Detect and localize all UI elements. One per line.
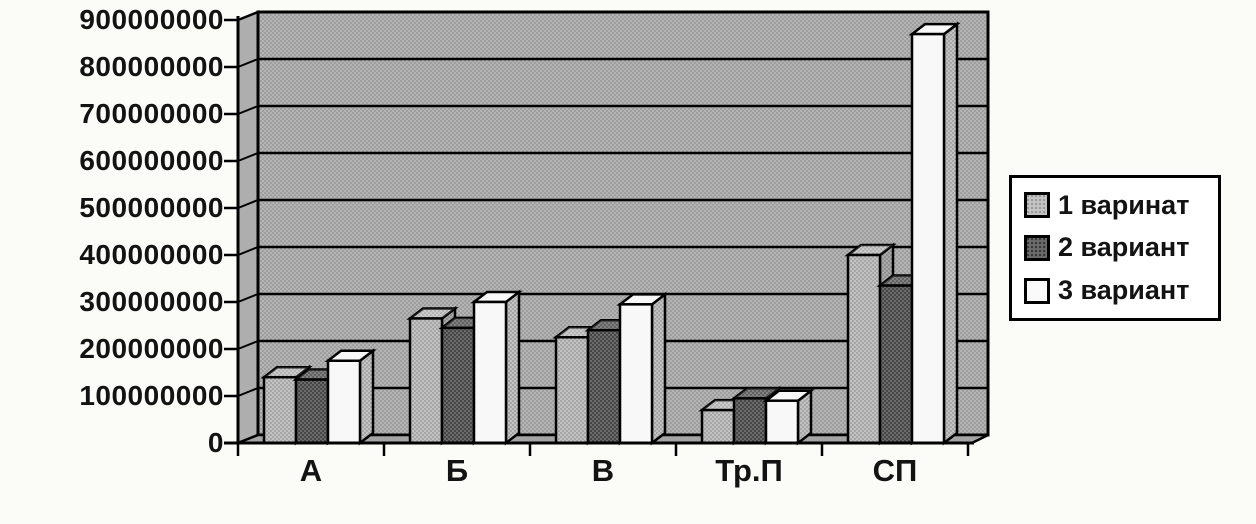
side-wall-gridline: [237, 152, 259, 162]
bar-В-series3-front: [618, 303, 654, 445]
side-wall-gridline: [237, 11, 259, 21]
bar-Тр.П-series3-front: [764, 399, 800, 445]
legend-item-series3: 3 вариант: [1024, 275, 1212, 306]
y-tick-label: 700000000: [79, 98, 224, 129]
y-tick-label: 300000000: [79, 286, 224, 317]
bar-Б-series3-side: [504, 289, 521, 446]
bar-СП-series2-front: [878, 284, 914, 445]
side-wall-gridline: [237, 340, 259, 350]
side-wall-gridline: [237, 387, 259, 397]
legend-swatch-series2-icon: [1024, 234, 1050, 261]
bar-Б-series3-front: [472, 300, 508, 445]
bar-СП-series1-top-shade: [848, 245, 893, 255]
y-tick-label: 500000000: [79, 192, 224, 223]
bar-Тр.П-series2-front: [732, 397, 768, 445]
x-category-label-3: В: [591, 453, 615, 488]
bar-А-series2-front: [294, 378, 330, 445]
legend-item-series1: 1 варинат: [1024, 190, 1212, 221]
bar-Б-series1-top-shade: [410, 308, 455, 319]
y-tick-label: 800000000: [79, 51, 224, 82]
bar-Тр.П-series2-top-shade: [734, 388, 779, 399]
bar-А-series1-front: [262, 375, 298, 445]
legend-swatch-series3-icon: [1024, 277, 1050, 304]
y-tick-label: 900000000: [79, 4, 224, 35]
legend: 1 варинат 2 вариант 3 вариант: [1009, 175, 1221, 321]
y-tick-label: 400000000: [79, 239, 224, 270]
legend-label-series1: 1 варинат: [1058, 189, 1190, 220]
y-tick-label: 0: [207, 427, 224, 458]
bar-Б-series2-front: [440, 326, 476, 445]
bar-СП-series1-front: [846, 253, 882, 445]
bar-А-series1-top-shade: [264, 367, 309, 378]
side-wall: [236, 10, 260, 445]
legend-item-series2: 2 вариант: [1024, 232, 1212, 263]
bar-В-series1-front: [554, 336, 590, 445]
bar-Тр.П-series1-front: [700, 408, 736, 445]
legend-swatch-series1-icon: [1024, 192, 1050, 219]
x-category-label-4: Тр.П: [715, 453, 783, 488]
x-category-label-2: Б: [445, 453, 469, 488]
side-wall-gridline: [237, 105, 259, 115]
x-category-label-1: А: [299, 453, 323, 488]
bar-В-series2-front: [586, 328, 622, 445]
bar-А-series3-side: [358, 348, 375, 446]
y-tick-label: 100000000: [79, 380, 224, 411]
legend-label-series3: 3 вариант: [1058, 275, 1190, 306]
side-wall-gridline: [237, 199, 259, 209]
bar-СП-series3-side: [942, 21, 959, 446]
bar-СП-series3-front: [910, 32, 946, 445]
legend-label-series2: 2 вариант: [1058, 232, 1190, 263]
side-wall-gridline: [237, 58, 259, 68]
bar-В-series3-side: [650, 291, 667, 446]
side-wall-gridline: [237, 246, 259, 256]
bar-А-series3-front: [326, 359, 362, 445]
x-category-label-5: СП: [872, 453, 918, 488]
bar-Б-series1-front: [408, 317, 444, 445]
y-tick-label: 200000000: [79, 333, 224, 364]
side-wall-gridline: [237, 293, 259, 303]
y-tick-label: 600000000: [79, 145, 224, 176]
